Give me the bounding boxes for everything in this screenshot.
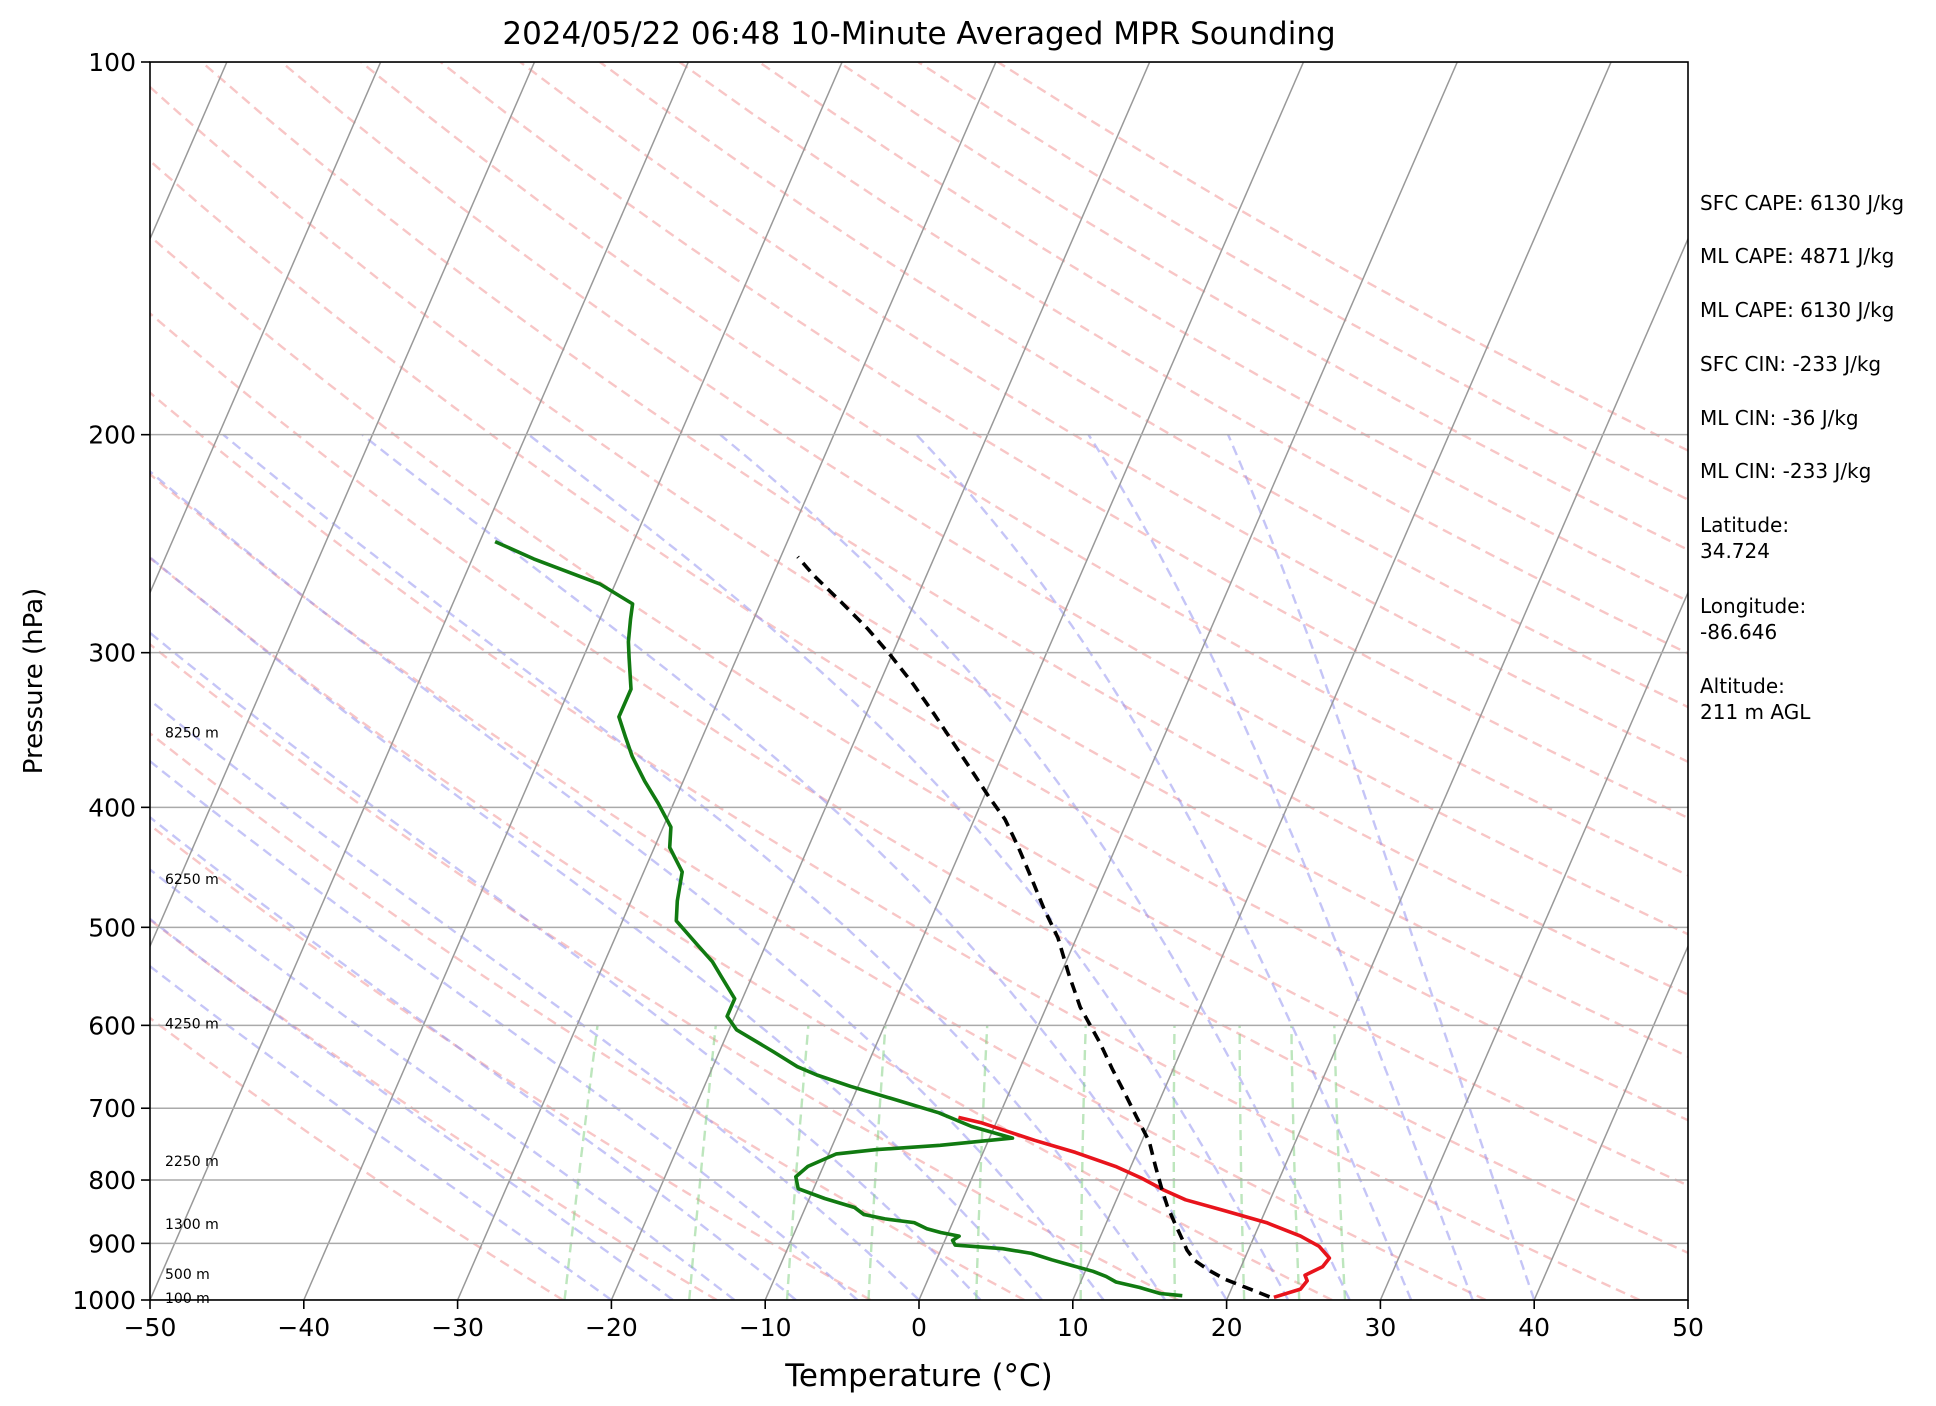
ml-cin-text-2: ML CIN: -233 J/kg: [1700, 459, 1872, 483]
ml-cape-text-2: ML CAPE: 6130 J/kg: [1700, 298, 1895, 322]
dry-adiabat-line: [150, 642, 1179, 1300]
y-tick-label: 300: [88, 639, 136, 668]
height-label: 500 m: [165, 1267, 210, 1283]
x-tick-label: 40: [1518, 1313, 1550, 1342]
x-tick-label: −30: [431, 1313, 484, 1342]
x-axis-label: Temperature (°C): [784, 1358, 1053, 1394]
moist-adiabat-line: [222, 433, 1167, 1300]
x-tick-label: 50: [1672, 1313, 1704, 1342]
x-tick-label: 10: [1057, 1313, 1089, 1342]
x-tick-label: −10: [739, 1313, 792, 1342]
chart-title: 2024/05/22 06:48 10-Minute Averaged MPR …: [502, 16, 1335, 52]
x-axis-ticks: −50 −40 −30 −20 −10 0 10 20 30 40 50: [124, 1300, 1704, 1342]
moist-adiabat-line: [150, 555, 1043, 1300]
isotherm-line: [150, 62, 536, 949]
y-tick-label: 200: [88, 421, 136, 450]
dry-adiabat-line: [519, 62, 1688, 764]
x-tick-label: 30: [1364, 1313, 1396, 1342]
height-label: 1300 m: [165, 1217, 219, 1233]
x-tick-label: 20: [1211, 1313, 1243, 1342]
dry-adiabat-line: [150, 311, 1688, 1255]
isotherm-line: [610, 62, 1151, 1300]
isotherm-line: [1379, 590, 1688, 1300]
x-tick-label: −50: [124, 1313, 177, 1342]
profile-line-3: [796, 555, 1271, 1299]
x-tick-label: 0: [911, 1313, 927, 1342]
isotherm-line: [764, 62, 1305, 1300]
y-tick-label: 700: [88, 1094, 136, 1123]
height-label: 100 m: [165, 1291, 210, 1307]
latitude-text: Latitude: 34.724: [1700, 513, 1790, 563]
x-tick-label: −40: [277, 1313, 330, 1342]
isotherm-line: [918, 62, 1458, 1300]
y-axis-ticks: 100 200 300 400 500 600 700 800 900 1000: [72, 48, 150, 1315]
dry-adiabat-line: [599, 62, 1688, 709]
isotherm-line: [456, 62, 997, 1300]
longitude-text: Longitude: -86.646: [1700, 594, 1807, 644]
ml-cin-text: ML CIN: -36 J/kg: [1700, 406, 1859, 430]
altitude-text: Altitude: 211 m AGL: [1700, 674, 1811, 724]
isotherm-line: [150, 62, 382, 595]
y-tick-label: 100: [88, 48, 136, 77]
moist-adiabat-line: [915, 433, 1413, 1300]
profile-line-2: [494, 539, 1183, 1298]
moist-adiabat-line: [361, 433, 1228, 1300]
dry-adiabat-line: [150, 556, 1333, 1300]
profile-line-1: [957, 1115, 1332, 1300]
isotherm-line: [1533, 944, 1688, 1300]
y-tick-label: 800: [88, 1166, 136, 1195]
dry-adiabat-line: [678, 62, 1688, 655]
isotherm-line: [1072, 62, 1612, 1300]
sfc-cin-text: SFC CIN: -233 J/kg: [1700, 352, 1882, 376]
dry-adiabat-line: [150, 391, 1641, 1300]
isotherm-line: [1225, 236, 1688, 1300]
isotherm-line: [150, 62, 689, 1300]
moist-adiabat-line: [527, 433, 1290, 1300]
dry-adiabat-line: [150, 85, 1688, 1058]
height-label: 4250 m: [165, 1017, 219, 1033]
dry-adiabat-line: [150, 159, 1688, 1122]
y-tick-label: 400: [88, 793, 136, 822]
y-tick-label: 900: [88, 1229, 136, 1258]
y-axis-label: Pressure (hPa): [19, 588, 49, 775]
ml-cape-text: ML CAPE: 4871 J/kg: [1700, 244, 1895, 268]
height-labels: 8250 m 6250 m 4250 m 2250 m 1300 m 500 m 100 m: [165, 725, 219, 1306]
dry-adiabat-line: [150, 1016, 564, 1300]
dry-adiabat-line: [150, 731, 1025, 1300]
dry-adiabat-line: [439, 62, 1688, 820]
moist-adiabat-line: [150, 631, 982, 1300]
height-label: 6250 m: [165, 872, 219, 888]
y-tick-label: 600: [88, 1011, 136, 1040]
sfc-cape-text: SFC CAPE: 6130 J/kg: [1700, 191, 1905, 215]
sounding-profiles: [494, 539, 1332, 1300]
dry-adiabat-line: [200, 62, 1688, 996]
height-label: 8250 m: [165, 725, 219, 741]
isotherm-line: [303, 62, 843, 1300]
dry-adiabat-line: [758, 62, 1688, 603]
y-tick-label: 1000: [72, 1286, 136, 1315]
height-label: 2250 m: [165, 1154, 219, 1170]
dry-adiabat-line: [150, 234, 1688, 1187]
x-tick-label: −20: [585, 1313, 638, 1342]
y-tick-label: 500: [88, 913, 136, 942]
